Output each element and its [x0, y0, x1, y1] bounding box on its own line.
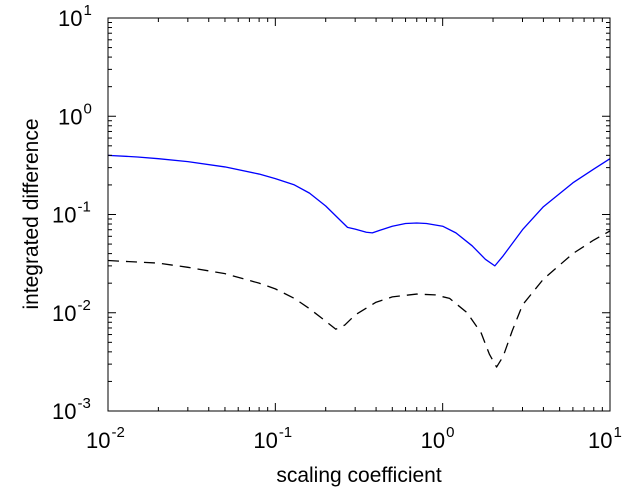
y-tick-label: 100: [58, 100, 92, 129]
x-tick-label: 10-2: [86, 424, 125, 453]
x-tick-label: 101: [588, 424, 622, 453]
y-axis-label: integrated difference: [20, 118, 43, 309]
solid-series-line: [107, 154, 611, 267]
plot-background: [108, 18, 610, 411]
y-tick-label: 10-2: [52, 297, 91, 326]
ticks-layer: [107, 17, 611, 412]
series-layer: [107, 154, 611, 368]
x-axis-label: scaling coefficient: [276, 464, 442, 487]
y-tick-label: 10-1: [52, 199, 91, 228]
y-tick-label: 10-3: [52, 395, 91, 424]
y-tick-labels: 10-3 10-2 10-1 100 101: [52, 2, 92, 424]
x-tick-labels: 10-2 10-1 100 101: [86, 424, 622, 453]
x-tick-label: 10-1: [253, 424, 292, 453]
dashed-series-line: [107, 230, 611, 368]
y-tick-label: 101: [58, 2, 92, 31]
x-tick-label: 100: [421, 424, 455, 453]
